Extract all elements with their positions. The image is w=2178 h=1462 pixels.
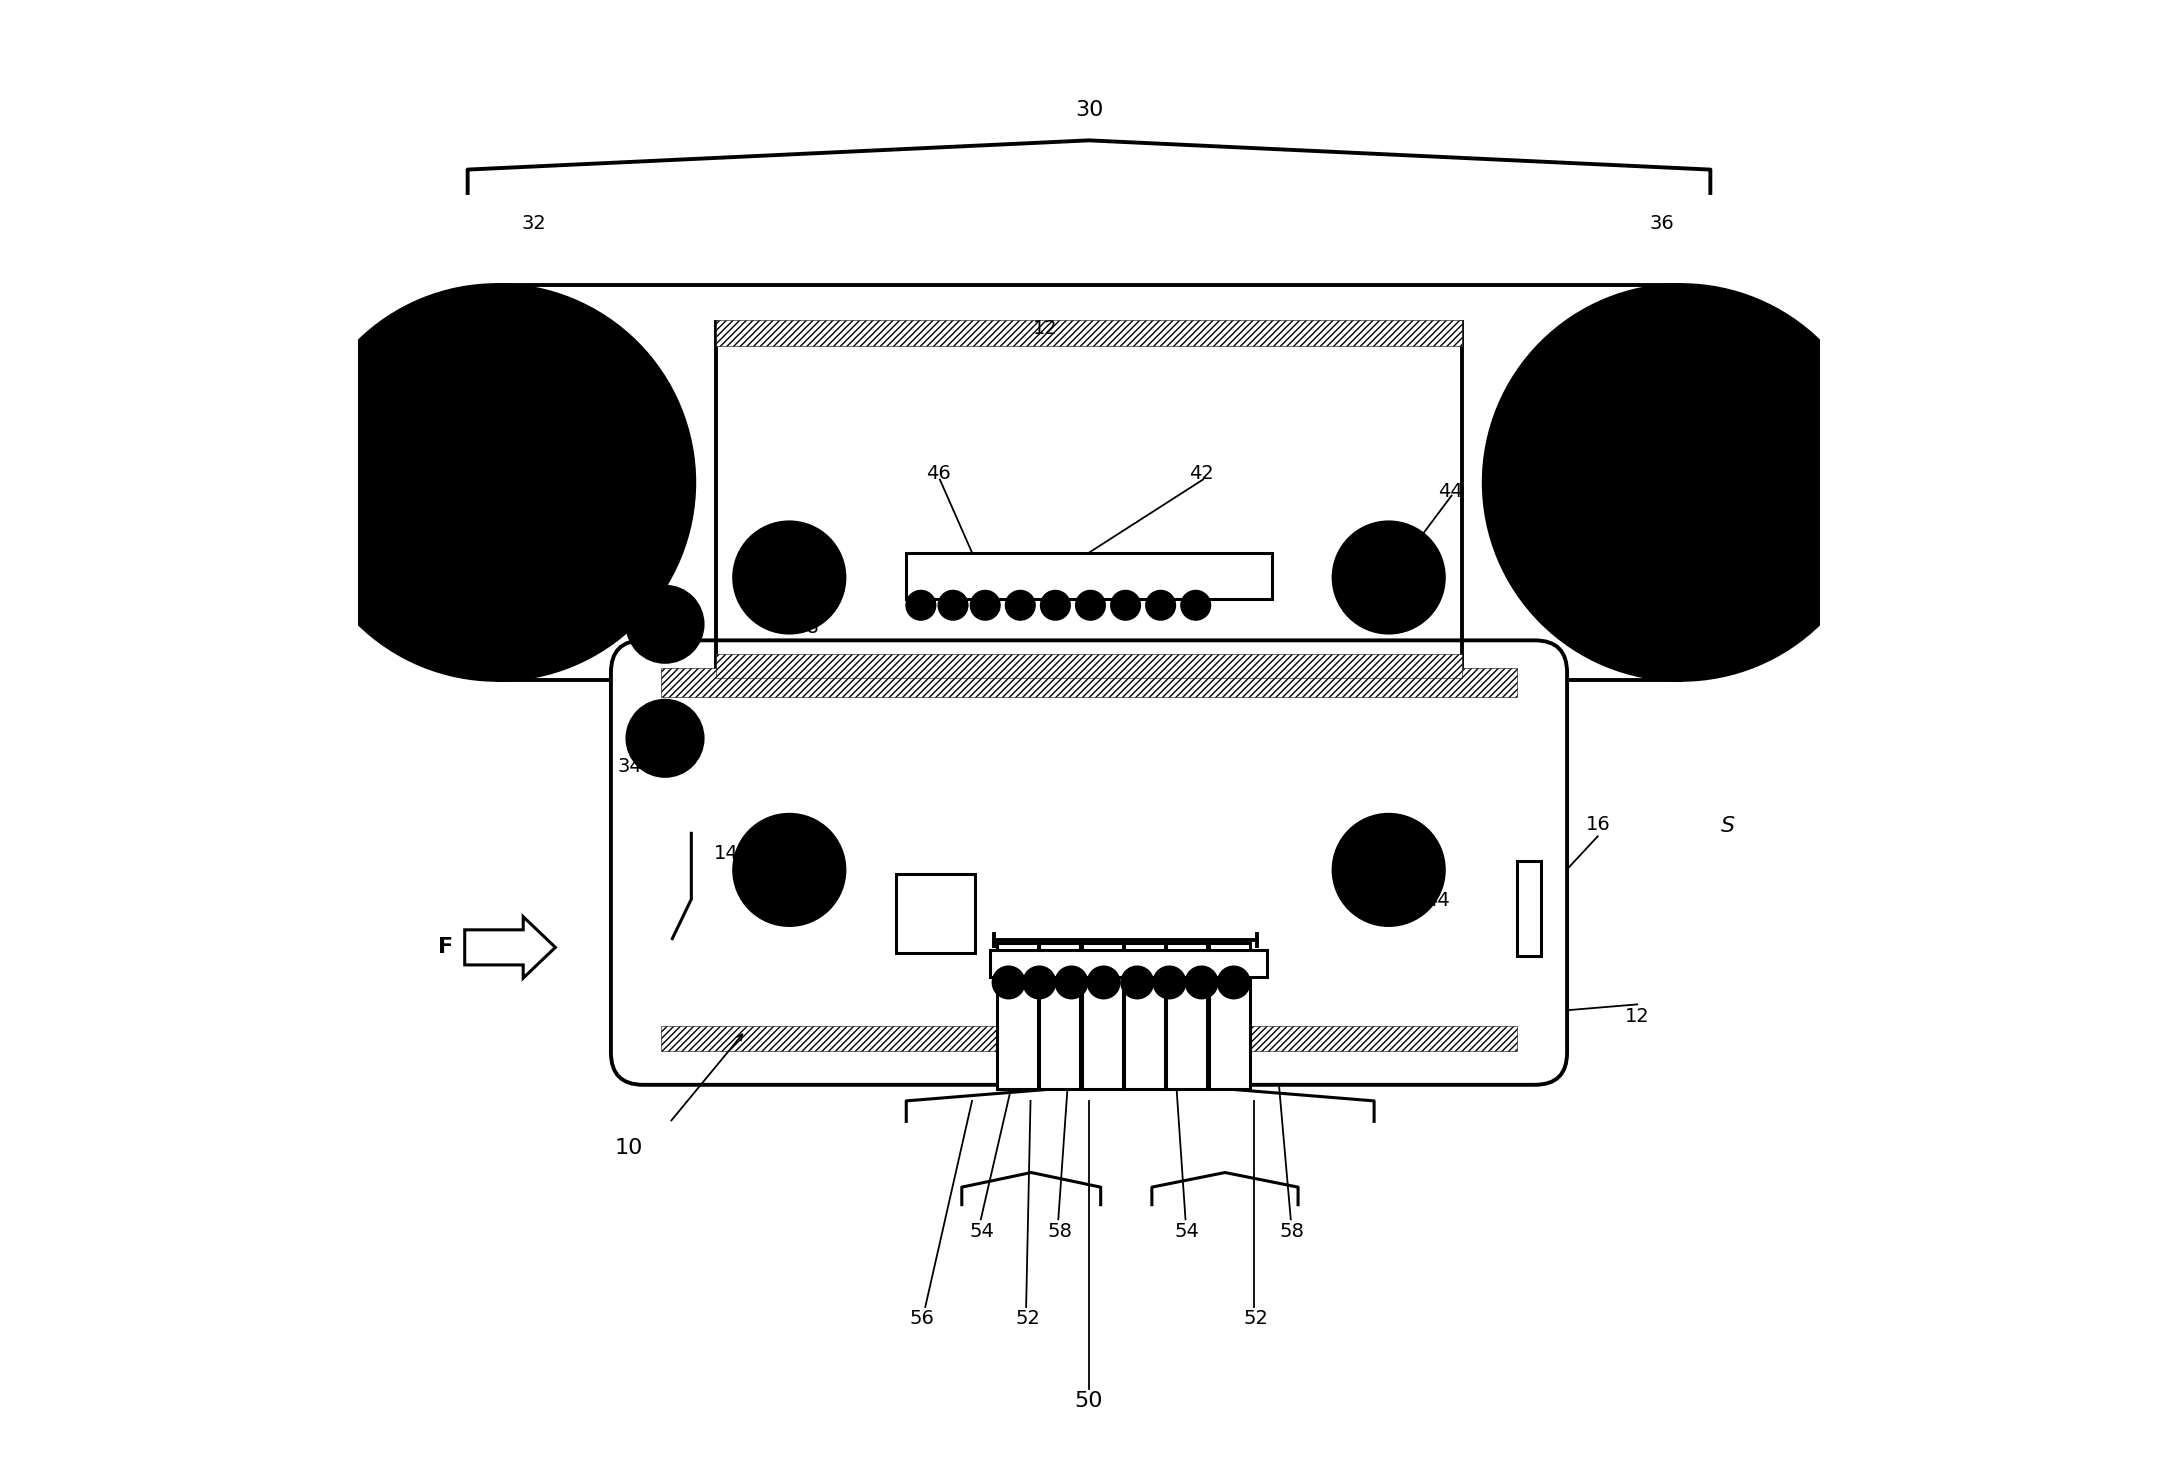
Text: 42: 42 xyxy=(1189,465,1213,482)
Circle shape xyxy=(769,557,810,598)
Circle shape xyxy=(1218,966,1250,999)
Circle shape xyxy=(1111,591,1139,620)
Circle shape xyxy=(734,522,845,633)
Circle shape xyxy=(1146,591,1176,620)
Circle shape xyxy=(1056,966,1087,999)
Circle shape xyxy=(1087,966,1119,999)
Bar xyxy=(717,654,1461,678)
Bar xyxy=(717,320,1461,346)
Circle shape xyxy=(1368,849,1409,890)
Circle shape xyxy=(1180,591,1211,620)
Text: 56: 56 xyxy=(910,1310,934,1327)
Text: 12: 12 xyxy=(1032,320,1059,338)
Text: 38: 38 xyxy=(795,618,819,636)
Circle shape xyxy=(651,611,677,637)
Text: 46: 46 xyxy=(926,465,952,482)
Circle shape xyxy=(1024,966,1056,999)
Circle shape xyxy=(1483,285,1877,680)
Text: 30: 30 xyxy=(1074,99,1104,120)
Bar xyxy=(1124,943,1165,1089)
Circle shape xyxy=(993,966,1024,999)
Circle shape xyxy=(769,849,810,890)
Text: 38: 38 xyxy=(795,892,819,909)
Text: S: S xyxy=(1721,816,1736,836)
Text: 44: 44 xyxy=(1424,892,1448,909)
Bar xyxy=(1039,943,1080,1089)
Text: 10: 10 xyxy=(614,1137,643,1158)
FancyBboxPatch shape xyxy=(610,640,1568,1085)
Bar xyxy=(906,553,1272,599)
Bar xyxy=(895,874,976,953)
Text: 52: 52 xyxy=(1015,1310,1041,1327)
Circle shape xyxy=(301,285,695,680)
Circle shape xyxy=(1333,814,1444,925)
Circle shape xyxy=(651,725,677,751)
Text: F: F xyxy=(438,937,453,958)
Text: 58: 58 xyxy=(1281,1222,1305,1240)
Text: 52: 52 xyxy=(1244,1310,1268,1327)
Bar xyxy=(989,950,1268,977)
Text: 32: 32 xyxy=(521,215,547,232)
FancyArrow shape xyxy=(464,917,555,978)
Circle shape xyxy=(939,591,967,620)
Text: 58: 58 xyxy=(1048,1222,1072,1240)
Text: 34: 34 xyxy=(638,626,662,643)
Circle shape xyxy=(1122,966,1154,999)
Circle shape xyxy=(1041,591,1069,620)
Bar xyxy=(1082,943,1122,1089)
Circle shape xyxy=(627,586,703,662)
Circle shape xyxy=(906,591,937,620)
Circle shape xyxy=(1076,591,1104,620)
Text: 14: 14 xyxy=(714,845,738,863)
Bar xyxy=(998,943,1039,1089)
Text: 12: 12 xyxy=(1625,1007,1649,1025)
Circle shape xyxy=(1006,591,1035,620)
Circle shape xyxy=(627,700,703,776)
Circle shape xyxy=(1368,557,1409,598)
Text: 16: 16 xyxy=(1586,816,1610,833)
Circle shape xyxy=(1333,522,1444,633)
Circle shape xyxy=(971,591,1000,620)
Bar xyxy=(1167,943,1207,1089)
Bar xyxy=(1209,943,1250,1089)
Text: 50: 50 xyxy=(1074,1390,1104,1411)
Text: 36: 36 xyxy=(1649,215,1675,232)
Text: 54: 54 xyxy=(1174,1222,1200,1240)
Circle shape xyxy=(427,412,566,553)
Text: 34: 34 xyxy=(619,757,643,775)
Circle shape xyxy=(734,814,845,925)
Circle shape xyxy=(1185,966,1218,999)
Circle shape xyxy=(1154,966,1185,999)
Bar xyxy=(660,668,1518,697)
Circle shape xyxy=(1612,412,1751,553)
Bar xyxy=(660,1026,1518,1051)
Bar xyxy=(1518,861,1540,956)
Text: 44: 44 xyxy=(1437,482,1461,500)
Text: 54: 54 xyxy=(969,1222,995,1240)
